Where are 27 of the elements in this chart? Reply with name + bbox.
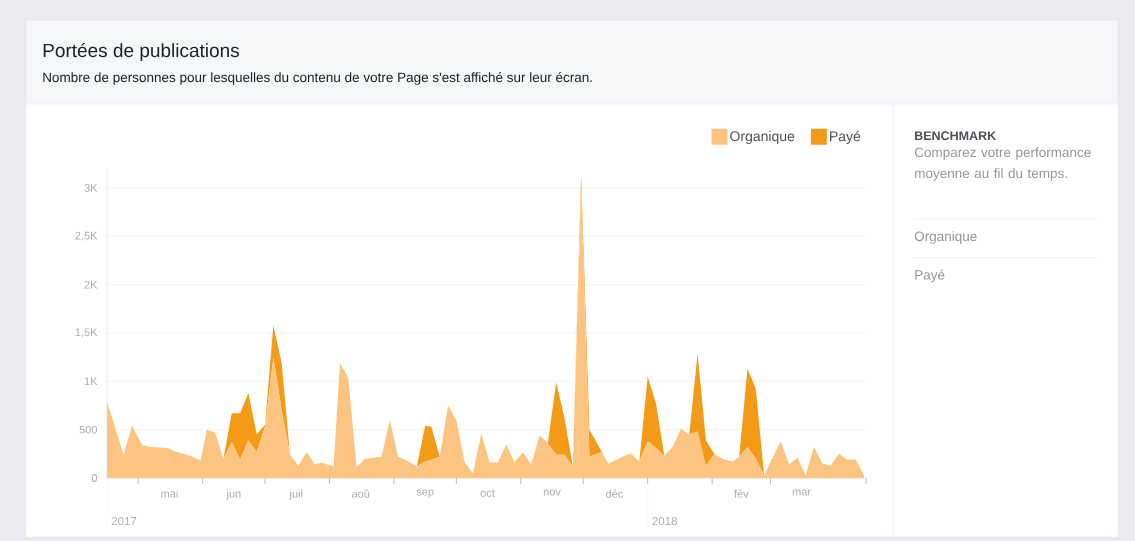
text: BENCHMARK (915, 131, 997, 141)
x-tick-label: aoû (351, 489, 370, 498)
text: Comparez votre performance moyenne au fil du temps. (914, 147, 1091, 181)
y-tick-label: 2K (84, 280, 98, 289)
chart-title: Portées de publications (43, 43, 239, 61)
chart-subtitle: Nombre de personnes pour lesquelles du contenu de votre Page s'est affiché sur leur écran. (43, 72, 592, 85)
x-tick-label: déc (605, 489, 623, 498)
text: 2017 (111, 516, 137, 526)
text: Organique (914, 231, 977, 244)
x-tick-label: mar (792, 489, 811, 496)
x-tick-label: fév (734, 489, 749, 498)
x-tick-label: nov (543, 489, 561, 496)
y-tick-label: 2,5K (75, 231, 98, 241)
text: Payé (915, 269, 945, 283)
x-tick-label: mai (161, 489, 178, 498)
legend-label: Payé (830, 130, 861, 145)
x-tick-label: juil (289, 489, 303, 500)
x-tick-label: jun (226, 489, 241, 500)
y-tick-label: 500 (79, 425, 98, 434)
x-tick-label: sep (416, 489, 434, 498)
y-tick-label: 1,5K (75, 328, 98, 338)
legend-label: Organique (730, 130, 795, 144)
text: 2018 (652, 516, 677, 526)
x-tick-label: oct (480, 489, 495, 497)
y-tick-label: 1K (84, 377, 98, 386)
y-tick-label: 0 (91, 474, 98, 482)
y-tick-label: 3K (84, 184, 98, 192)
